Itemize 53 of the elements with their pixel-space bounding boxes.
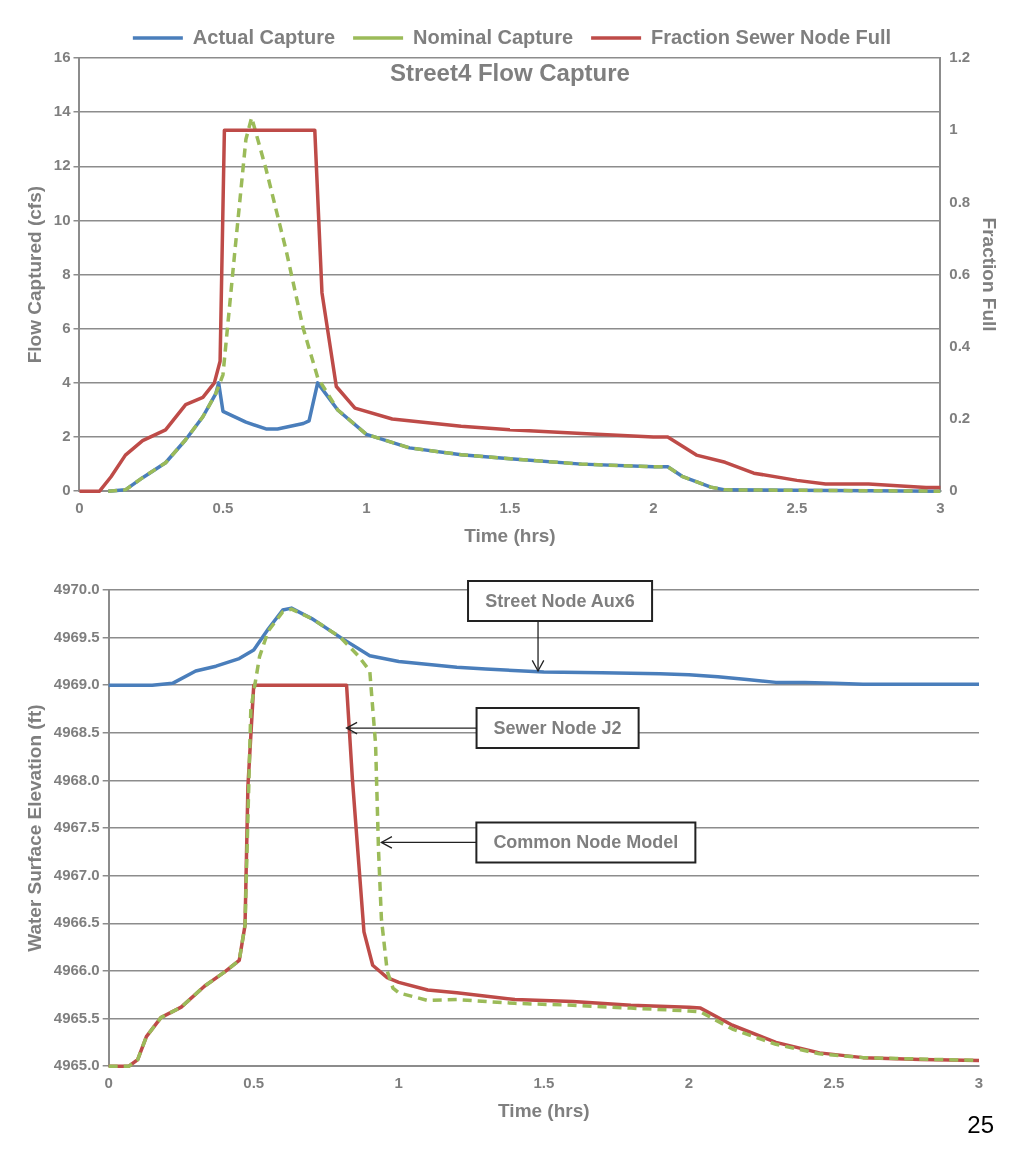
annotation: Common Node Model (493, 832, 679, 853)
y-tick-label: 4968.5 (53, 723, 100, 740)
y-tick-label: 4965.0 (53, 1056, 100, 1074)
y2-tick-label: 0.2 (949, 409, 971, 427)
y-tick-label: 0 (62, 481, 71, 499)
legend-label: Nominal Capture (413, 25, 574, 48)
y-tick-label: 12 (53, 156, 71, 174)
x-tick-label: 0.5 (212, 499, 234, 517)
y2-tick-label: 0.4 (949, 336, 971, 354)
y-tick-label: 6 (62, 318, 71, 336)
y-tick-label: 8 (62, 264, 71, 282)
y2-tick-label: 1.2 (949, 48, 971, 66)
y-tick-label: 4967.5 (53, 818, 100, 836)
y2-tick-label: 0.6 (949, 264, 971, 282)
chart-title: Street4 Flow Capture (389, 58, 630, 86)
y-tick-label: 14 (53, 102, 72, 120)
x-axis-title: Time (hrs) (498, 1099, 590, 1121)
y-tick-label: 4968.0 (53, 770, 100, 788)
x-tick-label: 1.5 (499, 499, 521, 517)
x-tick-label: 0.5 (243, 1074, 265, 1092)
x-tick-label: 2 (684, 1074, 694, 1092)
x-tick-label: 2.5 (823, 1074, 845, 1092)
x-tick-label: 2 (649, 499, 658, 517)
y-tick-label: 4966.0 (53, 961, 100, 979)
annotation: Street Node Aux6 (485, 590, 635, 611)
x-tick-label: 3 (936, 499, 945, 517)
y-axis-title: Water Surface Elevation (ft) (23, 704, 45, 952)
text: 25 (967, 1111, 994, 1139)
x-tick-label: 0 (104, 1074, 113, 1092)
x-tick-label: 1 (362, 499, 371, 517)
y-tick-label: 4970.0 (53, 580, 100, 598)
x-axis-title: Time (hrs) (464, 524, 556, 546)
y-tick-label: 2 (62, 427, 71, 445)
y-tick-label: 4969.5 (53, 627, 100, 645)
y-tick-label: 10 (53, 210, 71, 228)
legend-label: Actual Capture (192, 25, 336, 48)
y-tick-label: 4965.5 (53, 1008, 100, 1026)
annotation: Sewer Node J2 (493, 718, 622, 739)
legend-label: Fraction Sewer Node Full (651, 25, 892, 48)
x-tick-label: 3 (974, 1074, 984, 1092)
y2-tick-label: 1 (949, 120, 958, 138)
x-tick-label: 2.5 (786, 499, 808, 517)
y2-axis-title: Fraction Full (979, 217, 1001, 332)
y2-tick-label: 0.8 (949, 192, 971, 210)
x-tick-label: 1 (394, 1074, 403, 1092)
y-tick-label: 16 (53, 48, 71, 66)
y-tick-label: 4967.0 (53, 865, 100, 883)
y-tick-label: 4966.5 (53, 913, 100, 931)
y-tick-label: 4 (62, 373, 72, 391)
y2-tick-label: 0 (949, 481, 958, 499)
x-tick-label: 1.5 (533, 1074, 555, 1092)
y-axis-title: Flow Captured (cfs) (23, 185, 45, 364)
y-tick-label: 4969.0 (53, 675, 100, 693)
